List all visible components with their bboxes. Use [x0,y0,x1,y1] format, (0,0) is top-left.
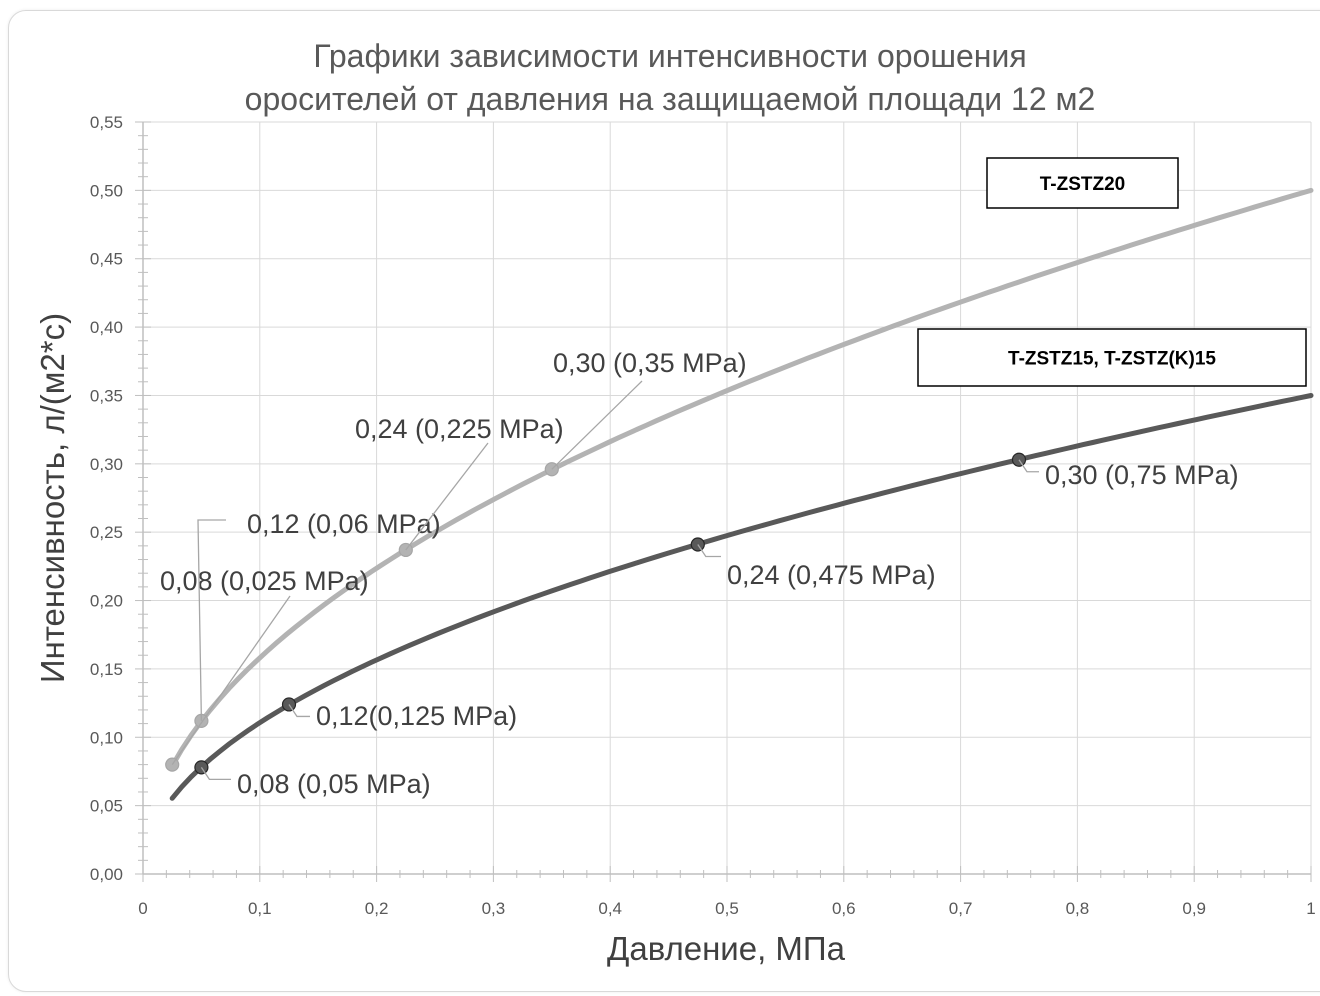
x-tick-label: 0,4 [598,899,622,918]
y-tick-label: 0,45 [90,250,123,269]
series-line-2 [169,393,1314,801]
data-label: 0,24 (0,225 MPa) [355,414,564,444]
series-name-box-2 [917,328,1307,387]
y-tick-label: 0,55 [90,113,123,132]
chart-title-line-1: Графики зависимости интенсивности орошен… [313,38,1026,74]
data-label: 0,08 (0,025 MPa) [160,566,369,596]
x-tick-label: 0,6 [832,899,856,918]
y-tick-label: 0,30 [90,455,123,474]
label-leader-line [197,519,226,721]
label-leader-line [288,704,310,718]
label-leader-line [405,442,489,551]
y-tick-label: 0,00 [90,865,123,884]
label-leader-line [200,766,231,781]
label-leader-line [171,595,291,765]
y-tick-label: 0,50 [90,181,123,200]
data-label: 0,30 (0,75 MPa) [1045,460,1239,490]
data-labels: 0,08 (0,025 MPa) 0,12 (0,06 MPa) 0,24 (0,2… [160,348,1239,799]
chart-title-line-2: оросителей от давления на защищаемой пло… [245,81,1096,117]
x-tick-label: 1 [1306,899,1315,918]
x-tick-label: 0,1 [248,899,272,918]
x-tick-label: 0,3 [482,899,506,918]
y-axis-title: Интенсивность, л/(м2*с) [34,313,71,683]
label-leader-line [1018,459,1039,473]
y-tick-label: 0,05 [90,797,123,816]
gridlines [143,121,1312,874]
y-tick-label: 0,15 [90,660,123,679]
series-name-box-1 [986,157,1179,209]
x-axis-title: Давление, МПа [607,930,846,967]
series-name-label-2: T-ZSTZ15, T-ZSTZ(K)15 [1008,349,1216,370]
y-tick-label: 0,40 [90,318,123,337]
data-label: 0,24 (0,475 MPa) [727,560,936,590]
label-leader-line [551,380,643,470]
x-tick-label: 0,9 [1182,899,1206,918]
series-name-label-1: T-ZSTZ20 [1040,174,1126,195]
x-tick-label: 0,8 [1066,899,1090,918]
x-tick-label: 0,7 [949,899,973,918]
x-tick-label: 0 [138,899,147,918]
y-tick-label: 0,35 [90,386,123,405]
series-line-1 [169,187,1314,769]
data-label: 0,12(0,125 MPa) [316,701,517,731]
x-tick-label: 0,2 [365,899,389,918]
y-tick-label: 0,20 [90,592,123,611]
axes: 0,000,050,100,150,200,250,300,350,400,45… [90,113,1316,918]
data-label: 0,30 (0,35 MPa) [553,348,747,378]
y-tick-label: 0,10 [90,728,123,747]
data-label: 0,08 (0,05 MPa) [237,769,431,799]
label-leader-line [697,544,721,558]
data-label: 0,12 (0,06 MPa) [247,509,441,539]
x-tick-label: 0,5 [715,899,739,918]
y-tick-label: 0,25 [90,523,123,542]
series-name-boxes: T-ZSTZ20 T-ZSTZ15, T-ZSTZ(K)15 [917,157,1307,387]
